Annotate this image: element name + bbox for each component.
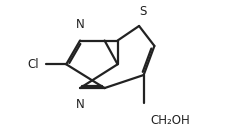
Text: CH₂OH: CH₂OH	[150, 114, 189, 128]
Text: Cl: Cl	[27, 58, 38, 71]
Text: N: N	[75, 98, 84, 111]
Text: N: N	[75, 18, 84, 31]
Text: S: S	[139, 5, 146, 18]
